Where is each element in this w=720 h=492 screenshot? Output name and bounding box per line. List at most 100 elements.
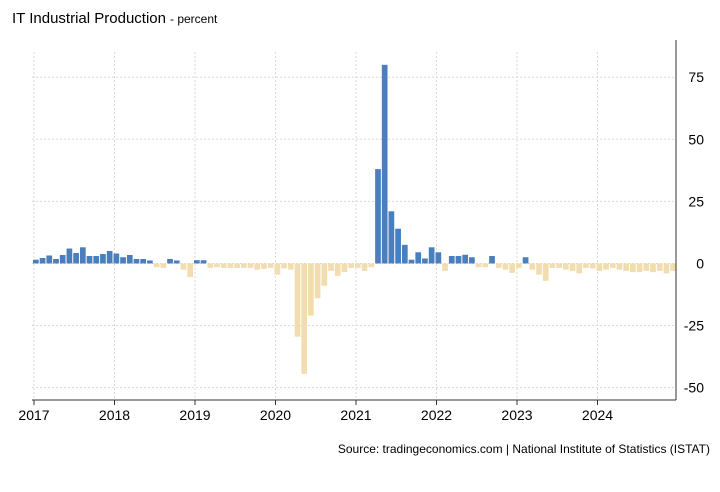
bar bbox=[140, 258, 147, 264]
bar bbox=[348, 263, 354, 268]
bar bbox=[435, 252, 442, 264]
bar bbox=[663, 263, 670, 274]
bar bbox=[167, 258, 173, 264]
bar bbox=[469, 257, 475, 264]
x-tick-label: 2022 bbox=[421, 407, 452, 420]
bar bbox=[596, 263, 603, 271]
bar bbox=[153, 263, 160, 268]
bar bbox=[334, 263, 341, 276]
bar bbox=[576, 263, 583, 274]
chart-title: IT Industrial Production - percent bbox=[12, 10, 217, 27]
bar bbox=[180, 263, 187, 270]
bar bbox=[341, 263, 348, 273]
source-note: Source: tradingeconomics.com | National … bbox=[337, 442, 710, 456]
bar bbox=[321, 263, 328, 286]
bar bbox=[542, 263, 549, 281]
y-tick-label: 75 bbox=[688, 69, 704, 85]
x-tick-label: 2021 bbox=[340, 407, 371, 420]
bar bbox=[381, 64, 388, 264]
bar bbox=[408, 259, 415, 264]
bar bbox=[113, 253, 120, 264]
bar bbox=[254, 263, 261, 270]
y-tick-label: 25 bbox=[688, 193, 704, 209]
bar bbox=[495, 263, 502, 268]
bar bbox=[368, 263, 375, 268]
x-tick-label: 2024 bbox=[582, 407, 613, 420]
title-text: IT Industrial Production bbox=[12, 10, 166, 27]
bar bbox=[147, 260, 153, 264]
x-tick-label: 2023 bbox=[501, 407, 532, 420]
bar bbox=[475, 263, 482, 268]
chart-subtitle: - percent bbox=[169, 12, 218, 26]
bar bbox=[482, 263, 489, 268]
bar bbox=[234, 263, 240, 268]
bar bbox=[120, 257, 126, 264]
bar bbox=[361, 263, 368, 271]
bar bbox=[650, 263, 656, 273]
bar bbox=[455, 256, 462, 264]
y-tick-label: -25 bbox=[684, 318, 704, 334]
bar bbox=[630, 263, 636, 273]
bar bbox=[516, 263, 522, 268]
bar bbox=[106, 251, 113, 264]
y-tick-label: 50 bbox=[688, 131, 704, 147]
bar bbox=[643, 263, 650, 271]
bar bbox=[636, 263, 643, 273]
bar bbox=[489, 256, 495, 264]
bar bbox=[536, 263, 542, 275]
gridlines bbox=[32, 52, 676, 400]
bar bbox=[214, 263, 220, 268]
bar bbox=[301, 263, 308, 374]
bar bbox=[86, 256, 93, 264]
bar bbox=[609, 263, 616, 268]
bar bbox=[79, 247, 86, 264]
x-tick-label: 2017 bbox=[18, 407, 49, 420]
bar bbox=[502, 263, 509, 270]
x-tick-label: 2020 bbox=[260, 407, 291, 420]
bar bbox=[126, 255, 133, 264]
bars bbox=[33, 64, 676, 374]
y-tick-labels: 75 50 25 0 -25 -50 bbox=[684, 69, 704, 395]
bar bbox=[314, 263, 321, 299]
bar bbox=[603, 263, 609, 270]
bar bbox=[529, 263, 536, 270]
bar bbox=[562, 263, 569, 270]
bar bbox=[442, 263, 448, 271]
bar bbox=[522, 257, 529, 264]
bar bbox=[448, 256, 455, 264]
bar bbox=[227, 263, 234, 268]
bar bbox=[247, 263, 254, 268]
bar bbox=[328, 263, 334, 271]
bar bbox=[428, 247, 435, 264]
bar bbox=[415, 252, 422, 264]
bar bbox=[388, 211, 395, 264]
bar bbox=[509, 263, 515, 273]
bar bbox=[549, 263, 556, 268]
x-tick-label: 2019 bbox=[179, 407, 210, 420]
y-tick-label: 0 bbox=[696, 255, 704, 271]
y-tick-label: -50 bbox=[684, 380, 704, 396]
x-tick-label: 2018 bbox=[99, 407, 130, 420]
bar bbox=[274, 263, 281, 275]
bar bbox=[200, 260, 207, 264]
bar bbox=[589, 263, 596, 269]
bar bbox=[623, 263, 630, 271]
bar bbox=[194, 260, 200, 264]
bar bbox=[616, 263, 623, 270]
bar bbox=[583, 263, 589, 268]
bar bbox=[240, 263, 247, 268]
bar bbox=[281, 263, 287, 269]
bar bbox=[462, 254, 469, 264]
bar bbox=[173, 260, 180, 264]
bar bbox=[53, 258, 59, 264]
bar bbox=[355, 263, 361, 268]
axes bbox=[32, 40, 677, 405]
bar bbox=[133, 258, 140, 264]
x-tick-labels: 2017 2018 2019 2020 2021 2022 2023 2024 bbox=[18, 407, 613, 420]
bar bbox=[401, 244, 408, 264]
bar bbox=[267, 263, 274, 268]
bar bbox=[556, 263, 562, 268]
bar bbox=[187, 263, 193, 278]
bar bbox=[100, 254, 106, 264]
bar bbox=[33, 259, 39, 264]
